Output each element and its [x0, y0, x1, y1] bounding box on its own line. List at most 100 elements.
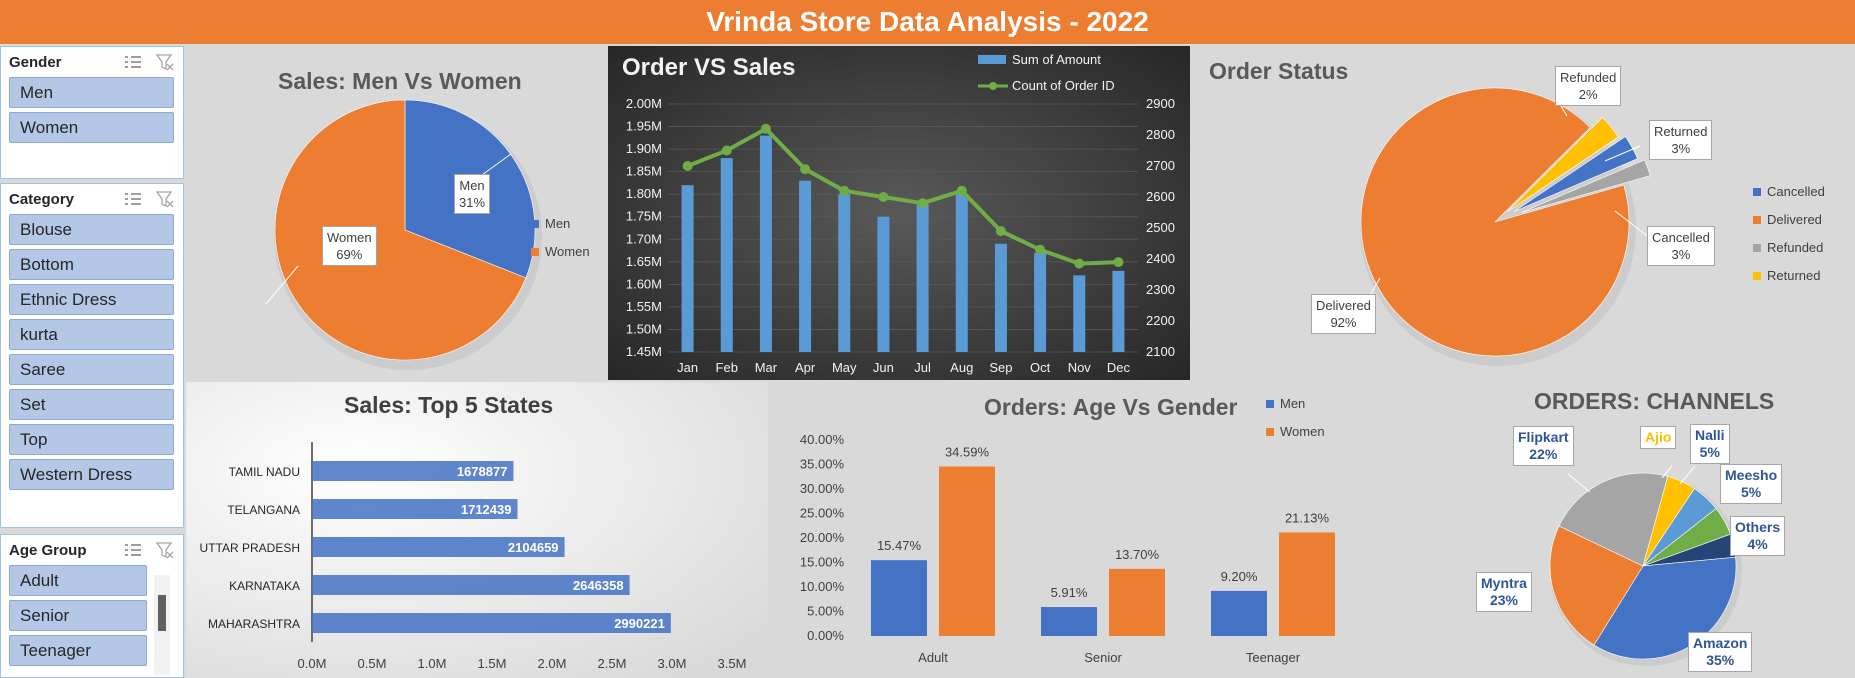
bar-men-adult [871, 560, 927, 636]
legend-entry-men: Men [531, 216, 570, 231]
pie-slice-delivered [1360, 87, 1630, 357]
y-tick-0: 40.00% [800, 432, 845, 447]
bar-aug [955, 194, 968, 352]
chart-title: Order VS Sales [622, 54, 796, 81]
bar-dec [1112, 270, 1125, 352]
x-tick-2: 1.0M [418, 656, 447, 671]
chart-age-vs-gender[interactable]: Orders: Age Vs Gender Men Women 40.00% 35… [770, 382, 1370, 678]
scrollbar-thumb[interactable] [158, 595, 166, 631]
slicer-scrollbar[interactable] [154, 575, 170, 675]
y-tick-left-11: 1.45M [626, 344, 662, 359]
y-tick-right-4: 2500 [1146, 220, 1175, 235]
data-label-delivered: Delivered 92% [1311, 294, 1376, 334]
leader-line [1661, 465, 1673, 479]
clear-filter-icon[interactable] [155, 541, 175, 559]
bar-mar [759, 135, 772, 352]
y-tick-right-2: 2700 [1146, 158, 1175, 173]
bar-nov [1073, 275, 1086, 352]
pie-slice-flipkart [1558, 472, 1669, 567]
leader-line [1604, 145, 1641, 162]
chart-title: ORDERS: CHANNELS [1534, 388, 1775, 414]
chart-top5-states[interactable]: Sales: Top 5 States 0.0M 0.5M 1.0M 1.5M 2.0M… [186, 382, 768, 678]
data-label-myntra: Myntra 23% [1476, 572, 1532, 612]
dashboard-title: Vrinda Store Data Analysis - 2022 [0, 0, 1855, 44]
y-tick-left-1: 1.95M [626, 119, 662, 134]
data-label-others: Others 4% [1730, 516, 1786, 556]
data-label-men-senior: 5.91% [1051, 585, 1088, 600]
multi-select-icon[interactable] [123, 53, 143, 71]
bar-men-senior [1041, 607, 1097, 636]
slicer-item-adult[interactable]: Adult [9, 565, 147, 596]
slicer-item-teenager[interactable]: Teenager [9, 635, 147, 666]
y-tick-right-8: 2100 [1146, 344, 1175, 359]
slicer-item-women[interactable]: Women [9, 112, 174, 143]
multi-select-icon[interactable] [123, 190, 143, 208]
y-tick-1: 35.00% [800, 457, 845, 472]
pie-plot [265, 99, 542, 370]
legend-entry-women: Women [531, 244, 590, 259]
legend-entry-cancelled: Cancelled [1753, 184, 1825, 199]
legend-entry-delivered: Delivered [1753, 212, 1822, 227]
leader-line [265, 265, 299, 305]
data-label-men: Men 31% [454, 174, 491, 214]
pie-slice-refunded [1521, 159, 1651, 213]
x-tick-dec: Dec [1107, 360, 1131, 375]
bar-tamil-nadu [312, 461, 514, 481]
bar-telangana [312, 499, 518, 519]
slicer-item-blouse[interactable]: Blouse [9, 214, 174, 245]
clear-filter-icon[interactable] [155, 190, 175, 208]
clear-filter-icon[interactable] [155, 53, 175, 71]
line-point-dec [1113, 257, 1124, 268]
slicer-age-group: Age Group Adult Senior Teenager [0, 534, 184, 678]
x-tick-jan: Jan [677, 360, 698, 375]
data-label-men-teenager: 9.20% [1221, 569, 1258, 584]
category-label-tamil-nadu: TAMIL NADU [229, 465, 300, 479]
x-tick-adult: Adult [918, 650, 948, 665]
y-tick-3: 25.00% [800, 506, 845, 521]
bar-oct [1034, 252, 1047, 352]
category-label-maharashtra: MAHARASHTRA [208, 617, 300, 631]
slicer-item-western-dress[interactable]: Western Dress [9, 459, 174, 490]
pie-slice-women [274, 99, 527, 361]
y-tick-left-0: 2.00M [626, 96, 662, 111]
y-tick-left-6: 1.70M [626, 231, 662, 246]
slicer-item-senior[interactable]: Senior [9, 600, 147, 631]
multi-select-icon[interactable] [123, 541, 143, 559]
line-point-apr [800, 164, 811, 175]
pie-slice-returned [1507, 116, 1619, 213]
data-label-women: Women 69% [322, 226, 377, 266]
x-tick-0: 0.0M [298, 656, 327, 671]
chart-order-vs-sales[interactable]: Order VS Sales Sum of Amount Count of Or… [608, 46, 1190, 380]
slicer-item-ethnic-dress[interactable]: Ethnic Dress [9, 284, 174, 315]
y-tick-5: 15.00% [800, 555, 845, 570]
slicer-item-saree[interactable]: Saree [9, 354, 174, 385]
line-point-aug [956, 185, 967, 196]
data-label-amazon: Amazon 35% [1688, 632, 1753, 672]
bar-women-adult [939, 466, 995, 636]
data-label-meesho: Meesho 5% [1720, 464, 1783, 504]
slicer-gender-title: Gender [9, 53, 62, 71]
slicer-item-top[interactable]: Top [9, 424, 174, 455]
line-point-jul [917, 198, 928, 209]
slicer-item-kurta[interactable]: kurta [9, 319, 174, 350]
bar-jun [877, 216, 890, 352]
bar-feb [720, 158, 733, 352]
chart-sales-men-women[interactable]: Sales: Men Vs Women Men Women Men 31% Wom… [186, 46, 606, 376]
bar-karnataka [312, 575, 630, 595]
pie-slice-myntra [1549, 525, 1644, 646]
chart-orders-channels[interactable]: ORDERS: CHANNELS Flipkart 22% Ajio Nalli 5… [1440, 382, 1855, 678]
data-label-refunded: Refunded 2% [1555, 66, 1622, 106]
x-tick-may: May [832, 360, 857, 375]
slicer-item-men[interactable]: Men [9, 77, 174, 108]
legend-entry-refunded: Refunded [1753, 240, 1823, 255]
x-tick-3: 1.5M [478, 656, 507, 671]
bar-plot: 0.0M 0.5M 1.0M 1.5M 2.0M 2.5M 3.0M 3.5M 2990221 M… [200, 442, 746, 671]
slicer-item-set[interactable]: Set [9, 389, 174, 420]
y-tick-8: 0.00% [807, 628, 844, 643]
data-label-women-adult: 34.59% [945, 445, 990, 460]
chart-order-status[interactable]: Order Status Cancelled Delivered Refunde… [1195, 46, 1855, 376]
bar-men-teenager [1211, 590, 1267, 636]
data-label-nalli: Nalli 5% [1690, 424, 1730, 464]
x-tick-nov: Nov [1068, 360, 1092, 375]
slicer-item-bottom[interactable]: Bottom [9, 249, 174, 280]
